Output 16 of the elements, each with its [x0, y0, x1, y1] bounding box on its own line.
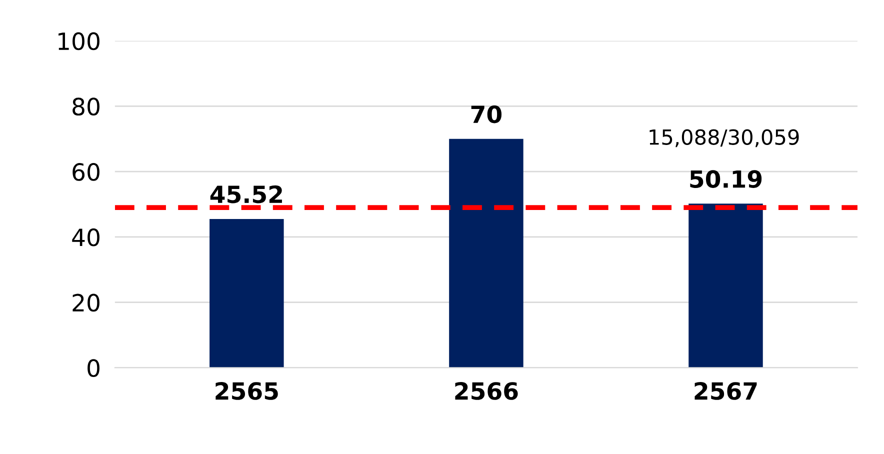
x-tick-label: 2565: [216, 382, 278, 400]
x-tick-label: 2566: [455, 382, 518, 400]
bar: [449, 138, 524, 368]
y-tick-label: 20: [72, 294, 100, 312]
bar: [688, 204, 763, 368]
y-tick-label: 60: [72, 163, 100, 181]
data-label: 50.19: [690, 170, 762, 188]
y-tick-label: 80: [72, 98, 100, 116]
bar: [210, 218, 284, 368]
y-tick-label: 40: [72, 228, 100, 246]
y-tick-label: 100: [58, 32, 100, 50]
annotation: 15,088/30,059: [650, 129, 799, 148]
data-label: 70: [471, 105, 502, 124]
y-tick-label: 0: [88, 359, 100, 378]
data-label: 45.52: [210, 185, 282, 204]
x-tick-label: 2567: [694, 382, 757, 400]
